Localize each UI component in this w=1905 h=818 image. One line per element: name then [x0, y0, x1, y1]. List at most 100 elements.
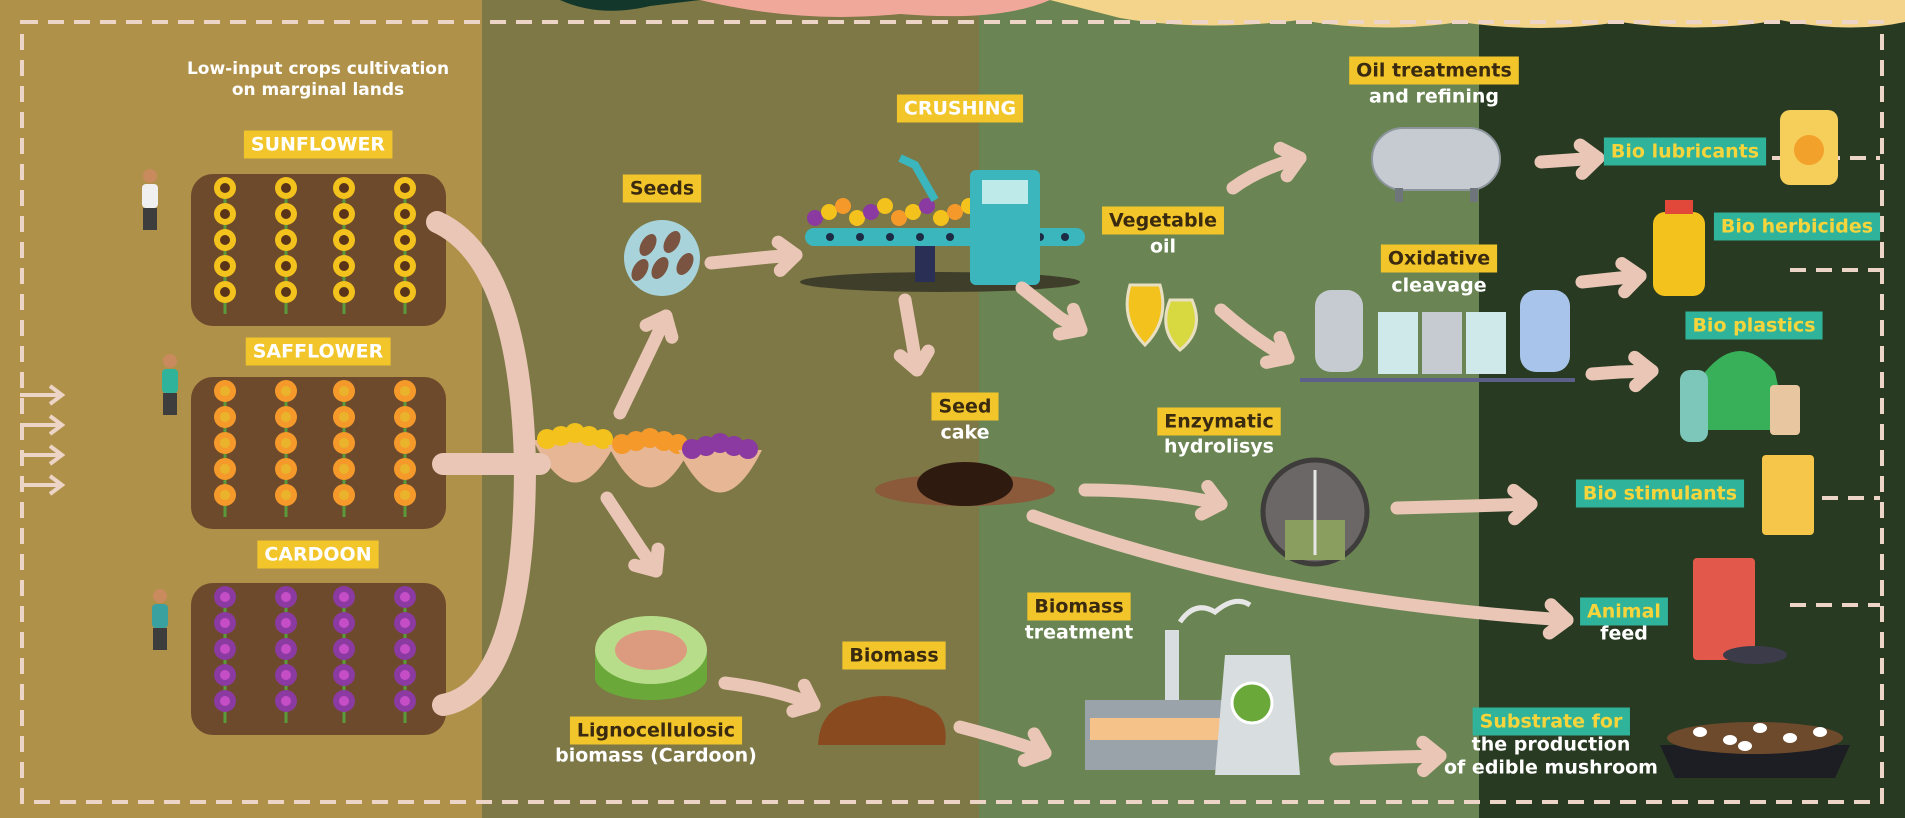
conveyor-flower — [835, 198, 851, 214]
conveyor-base — [915, 246, 935, 282]
conveyor-wheel — [946, 233, 954, 241]
mushroom — [1783, 733, 1797, 743]
node-label: Biomass — [1034, 596, 1123, 618]
herbicide-cap — [1665, 200, 1693, 214]
herbicide-tank — [1653, 212, 1705, 296]
flower-center — [339, 618, 349, 628]
conveyor-flower — [863, 204, 879, 220]
product-label: Substrate for — [1480, 711, 1623, 733]
cylinder-core — [615, 630, 687, 670]
cabinet — [1422, 312, 1462, 374]
flower-center — [339, 670, 349, 680]
tank-leg — [1470, 188, 1478, 202]
farmer-body — [162, 369, 178, 393]
conveyor-wheel — [826, 233, 834, 241]
product-sublabel: the production — [1472, 734, 1631, 756]
flower-center — [281, 696, 291, 706]
node-label: Lignocellulosic — [577, 720, 735, 742]
product-label: Bio plastics — [1692, 315, 1815, 337]
flower-center — [400, 386, 410, 396]
flower-center — [400, 412, 410, 422]
farmer-head — [143, 169, 157, 183]
flower-center — [281, 209, 291, 219]
flower-center — [220, 670, 230, 680]
node-label: Vegetable — [1109, 210, 1217, 232]
farmer-head — [163, 354, 177, 368]
flower-center — [220, 438, 230, 448]
page: Crops to bio-products value chain {"head… — [0, 0, 1905, 818]
flower-center — [339, 412, 349, 422]
flower-center — [281, 261, 291, 271]
flower-center — [281, 412, 291, 422]
conveyor-wheel — [856, 233, 864, 241]
infographic: Low-input crops cultivation on marginal … — [0, 0, 1905, 818]
flower-center — [220, 386, 230, 396]
flower-center — [281, 183, 291, 193]
stimulant-bag — [1762, 455, 1814, 535]
conveyor-flower — [947, 204, 963, 220]
node-sublabel: cleavage — [1391, 275, 1486, 297]
flower-center — [339, 592, 349, 602]
node-label: Enzymatic — [1164, 411, 1273, 433]
product-sublabel: of edible mushroom — [1444, 757, 1658, 779]
flower-center — [220, 696, 230, 706]
flower-center — [339, 644, 349, 654]
product-label: Bio stimulants — [1583, 483, 1737, 505]
node-label: Seed — [938, 396, 991, 418]
flower-center — [400, 261, 410, 271]
flower-center — [281, 490, 291, 500]
mushroom — [1738, 741, 1752, 751]
product-label: Animal — [1587, 601, 1661, 623]
plastic-bottle — [1680, 370, 1708, 442]
farmer-body — [142, 184, 158, 208]
flower-center — [400, 618, 410, 628]
conveyor-flower — [877, 198, 893, 214]
conveyor-flower — [849, 210, 865, 226]
flow-arrow — [1397, 504, 1531, 508]
cake-pile — [917, 462, 1013, 506]
node-sublabel: treatment — [1025, 622, 1134, 644]
mushroom — [1693, 727, 1707, 737]
flower-center — [220, 183, 230, 193]
flower-center — [400, 209, 410, 219]
node-label: CRUSHING — [904, 98, 1016, 120]
lubricant-leaf — [1794, 135, 1824, 165]
flower-center — [339, 490, 349, 500]
flower-center — [400, 287, 410, 297]
conveyor-flower — [905, 204, 921, 220]
node-label: Seeds — [630, 178, 694, 200]
node-label: Biomass — [849, 645, 938, 667]
conveyor-flower — [807, 210, 823, 226]
flower-center — [339, 287, 349, 297]
intro-line: on marginal lands — [232, 80, 404, 100]
flower-center — [220, 235, 230, 245]
flower-center — [220, 592, 230, 602]
factory-band — [1090, 718, 1220, 740]
flower-center — [220, 261, 230, 271]
flower-center — [400, 490, 410, 500]
conveyor-flower — [933, 210, 949, 226]
flower-center — [220, 618, 230, 628]
flower-center — [281, 464, 291, 474]
flower-center — [220, 644, 230, 654]
press-screen — [982, 180, 1028, 204]
farmer-head — [153, 589, 167, 603]
flower-center — [220, 412, 230, 422]
node-sublabel: and refining — [1369, 86, 1499, 108]
reactor — [1520, 290, 1570, 372]
node-label: Oxidative — [1388, 248, 1490, 270]
feed-bowl — [1723, 646, 1787, 664]
flower-center — [281, 386, 291, 396]
conveyor-wheel — [916, 233, 924, 241]
reactor — [1315, 290, 1363, 372]
flower-center — [281, 592, 291, 602]
flower-center — [339, 696, 349, 706]
flower-center — [400, 183, 410, 193]
product-sublabel: feed — [1600, 623, 1648, 645]
conveyor-flower — [891, 210, 907, 226]
flower-center — [220, 209, 230, 219]
feed-bag — [1693, 558, 1755, 660]
flow-arrow — [1336, 756, 1440, 759]
node-sublabel: hydrolisys — [1164, 436, 1274, 458]
node-sublabel: cake — [940, 422, 989, 444]
